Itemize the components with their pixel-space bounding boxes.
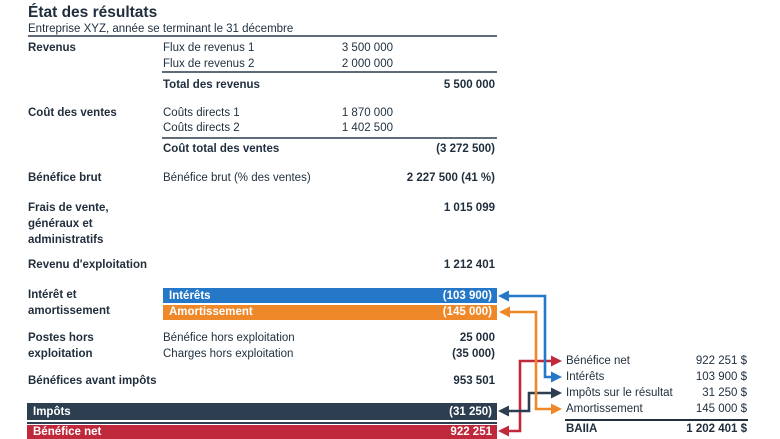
bar-impots-label: Impôts [33, 405, 71, 418]
value-total-revenus: 5 500 000 [443, 79, 495, 91]
section-label-revenu-exploitation: Revenu d'exploitation [28, 259, 148, 271]
summary-divider [565, 419, 748, 421]
arrow-amortissement [499, 306, 562, 415]
summary-value-impots: 31 250 $ [702, 387, 747, 399]
arrow-interets [498, 290, 562, 383]
page-subtitle: Entreprise XYZ, année se terminant le 31… [28, 23, 294, 35]
item-total-revenus: Total des revenus [163, 79, 260, 91]
section-label-interet-amortissement: Intérêt et amortissement [28, 289, 110, 317]
item-flux-revenus-2: Flux de revenus 2 [163, 58, 255, 70]
value-couts-directs-2: 1 402 500 [341, 122, 393, 134]
arrow-benefice-net [498, 355, 562, 437]
header-divider [28, 35, 497, 37]
bar-interets-label: Intérêts [169, 289, 211, 302]
page-title: État des résultats [28, 4, 158, 21]
summary-label-impots: Impôts sur le résultat [566, 387, 673, 399]
highlight-bar-interets: Intérêts (103 900) [163, 288, 497, 303]
highlight-bar-amortissement: Amortissement (145 000) [163, 304, 497, 320]
bar-interets-value: (103 900) [442, 289, 492, 302]
item-cout-total-ventes: Coût total des ventes [163, 143, 280, 155]
value-benefice-brut: 2 227 500 (41 %) [406, 172, 495, 184]
summary-label-amortissement: Amortissement [566, 403, 643, 415]
value-frais-de-vente: 1 015 099 [443, 202, 495, 214]
value-cout-total-ventes: (3 272 500) [436, 143, 495, 155]
highlight-bar-impots: Impôts (31 250) [27, 403, 497, 420]
value-revenu-exploitation: 1 212 401 [443, 259, 495, 271]
section-label-frais-de-vente: Frais de vente, généraux et administrati… [28, 202, 109, 246]
bar-amortissement-label: Amortissement [169, 306, 253, 318]
section-label-cout-des-ventes: Coût des ventes [28, 107, 117, 119]
item-benefice-brut-pct: Bénéfice brut (% des ventes) [163, 172, 311, 184]
bar-benefice-net-value: 922 251 [450, 426, 492, 438]
bar-amortissement-value: (145 000) [442, 306, 492, 318]
summary-label-benefice-net: Bénéfice net [566, 355, 630, 367]
section-label-benefices-avant-impots: Bénéfices avant impôts [28, 375, 157, 387]
item-benefice-hors-exploitation: Bénéfice hors exploitation [163, 332, 295, 344]
summary-value-baiia: 1 202 401 $ [686, 423, 747, 435]
divider-cout-total [162, 137, 497, 139]
section-label-benefice-brut: Bénéfice brut [28, 172, 102, 184]
item-couts-directs-2: Coûts directs 2 [163, 122, 240, 134]
value-flux-revenus-2: 2 000 000 [341, 58, 393, 70]
summary-value-amortissement: 145 000 $ [695, 403, 747, 415]
value-flux-revenus-1: 3 500 000 [341, 42, 393, 54]
divider-under-impots [27, 422, 497, 424]
value-benefice-hors-exploitation: 25 000 [459, 332, 495, 344]
summary-value-interets: 103 900 $ [695, 371, 747, 383]
summary-label-interets: Intérêts [566, 371, 605, 383]
summary-value-benefice-net: 922 251 $ [695, 355, 747, 367]
section-label-revenus: Revenus [28, 42, 76, 54]
item-couts-directs-1: Coûts directs 1 [163, 107, 240, 119]
bar-impots-value: (31 250) [449, 405, 492, 418]
highlight-bar-benefice-net: Bénéfice net 922 251 [27, 425, 497, 439]
item-flux-revenus-1: Flux de revenus 1 [163, 42, 255, 54]
summary-label-baiia: BAIIA [566, 423, 598, 435]
arrow-impots [498, 387, 562, 417]
item-charges-hors-exploitation: Charges hors exploitation [163, 348, 294, 360]
value-charges-hors-exploitation: (35 000) [452, 348, 495, 360]
section-label-postes-hors-exploitation: Postes hors exploitation [28, 332, 94, 360]
value-couts-directs-1: 1 870 000 [341, 107, 393, 119]
bar-benefice-net-label: Bénéfice net [33, 426, 102, 438]
divider-total-revenus [162, 71, 497, 73]
value-benefices-avant-impots: 953 501 [453, 375, 495, 387]
